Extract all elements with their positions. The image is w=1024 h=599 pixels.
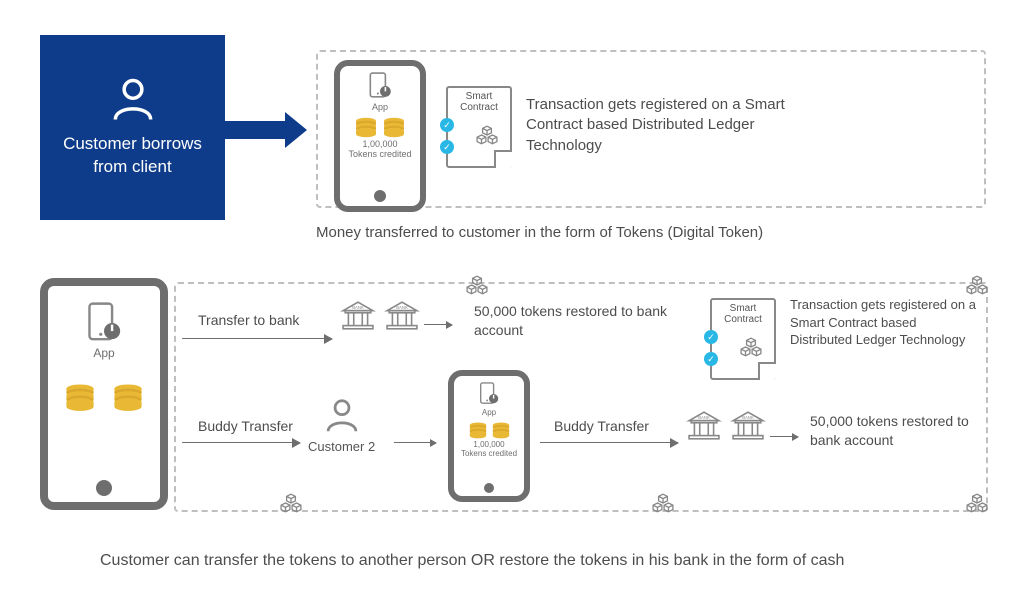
app-touch-icon: [83, 302, 125, 344]
transfer-to-bank-label: Transfer to bank: [198, 312, 299, 328]
arrow-icon: [394, 442, 436, 443]
buddy-transfer-label-2: Buddy Transfer: [554, 418, 649, 434]
arrow-icon: [424, 324, 452, 325]
bank-icon-pair: [686, 410, 766, 442]
buddy-transfer-label: Buddy Transfer: [198, 418, 293, 434]
cube-cluster-icon: [966, 492, 988, 519]
cube-cluster-icon: [652, 492, 674, 519]
smart-contract-doc: Smart Contract ✓ ✓: [710, 298, 776, 380]
person-icon: [325, 398, 359, 434]
app-label: App: [93, 346, 114, 360]
bottom-caption: Customer can transfer the tokens to anot…: [100, 552, 844, 570]
app-touch-icon: [477, 382, 501, 406]
coins-icon: [355, 116, 405, 138]
restored-text-2: 50,000 tokens restored to bank account: [810, 412, 986, 450]
arrow-icon: [770, 436, 798, 437]
coins-icon: [63, 382, 145, 412]
phone-customer-2: App 1,00,000 Tokens credited: [448, 370, 530, 502]
phone-tokens-credited: App 1,00,000 Tokens credited: [334, 60, 426, 212]
restored-text-1: 50,000 tokens restored to bank account: [474, 302, 674, 340]
phone-customer-main: App: [40, 278, 168, 510]
check-badge-icon: ✓: [440, 140, 454, 154]
customer-borrows-box: Customer borrows from client: [40, 35, 225, 220]
check-badge-icon: ✓: [440, 118, 454, 132]
bank-icon-pair: [340, 300, 420, 332]
blue-box-line1: Customer borrows: [63, 133, 202, 155]
cube-cluster-icon: [466, 274, 488, 301]
dlt-description-2: Transaction gets registered on a Smart C…: [790, 296, 982, 349]
tokens-credited-label: Tokens credited: [461, 450, 517, 459]
app-label: App: [372, 102, 388, 112]
cube-cluster-icon: [280, 492, 302, 519]
arrow-icon: [540, 442, 678, 443]
check-badge-icon: ✓: [704, 352, 718, 366]
cube-cluster-icon: [966, 274, 988, 301]
cube-cluster-icon: [740, 336, 762, 358]
arrow-icon: [182, 338, 332, 339]
tokens-credited-label: Tokens credited: [348, 150, 411, 160]
top-caption: Money transferred to customer in the for…: [316, 224, 763, 241]
dlt-description: Transaction gets registered on a Smart C…: [526, 95, 786, 156]
app-touch-icon: [366, 72, 394, 100]
arrow-to-phone: [225, 112, 307, 148]
smart-contract-doc: Smart Contract ✓ ✓: [446, 86, 512, 168]
customer-2-label: Customer 2: [308, 439, 375, 454]
doc-title-1: Smart: [448, 92, 510, 103]
customer-2: Customer 2: [308, 398, 375, 454]
doc-title-1: Smart: [712, 304, 774, 315]
check-badge-icon: ✓: [704, 330, 718, 344]
person-icon: [111, 77, 155, 123]
blue-box-line2: from client: [63, 156, 202, 178]
doc-title-2: Contract: [448, 103, 510, 114]
arrow-icon: [182, 442, 300, 443]
coins-icon: [469, 421, 510, 439]
doc-title-2: Contract: [712, 315, 774, 326]
app-label: App: [482, 408, 496, 417]
cube-cluster-icon: [476, 124, 498, 146]
